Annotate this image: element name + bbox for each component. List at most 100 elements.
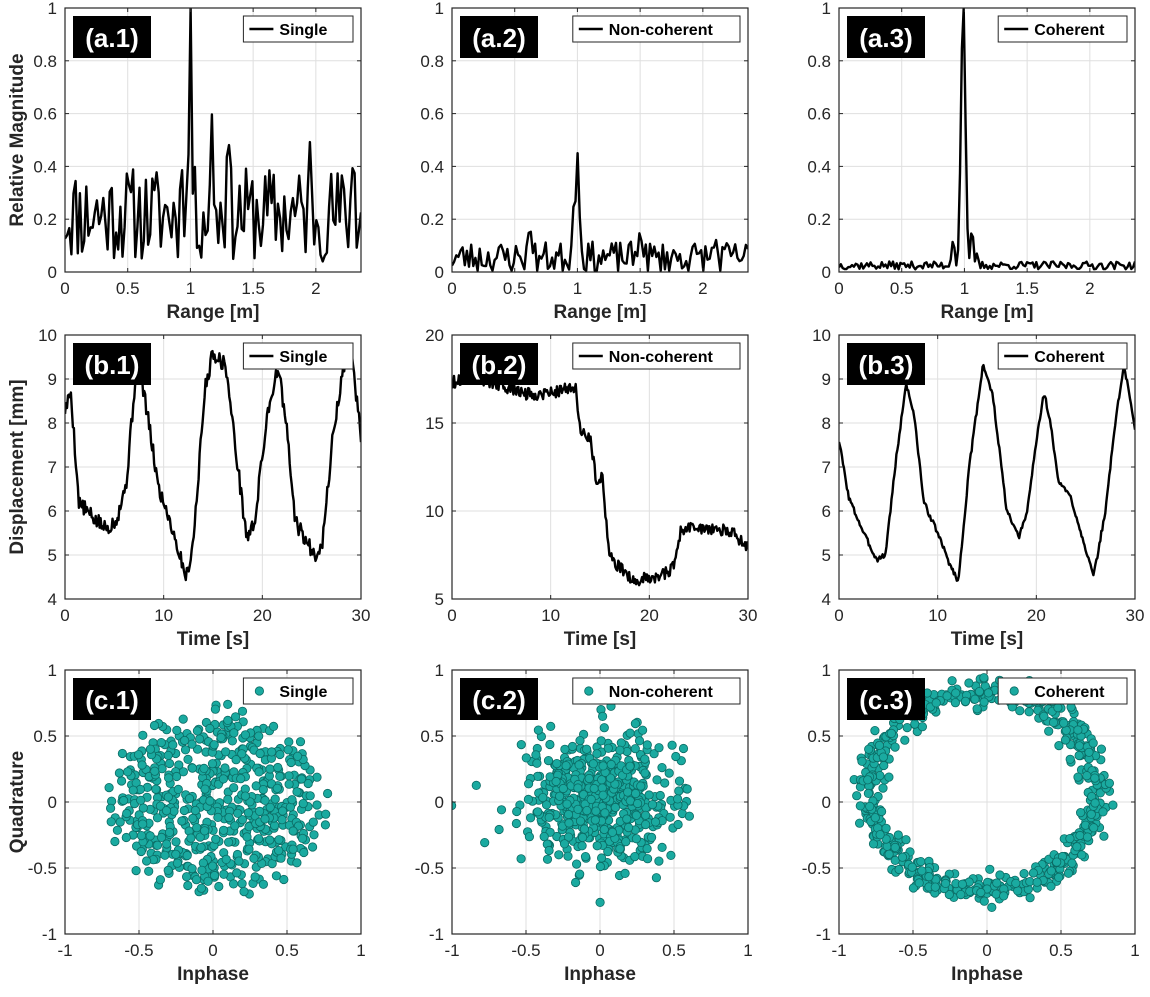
y-tick-label: 8 — [48, 414, 57, 433]
scatter-point — [1095, 788, 1105, 798]
scatter-point — [168, 740, 178, 750]
scatter-point — [893, 830, 903, 840]
x-tick-label: 20 — [253, 606, 272, 625]
scatter-point — [452, 801, 457, 811]
x-tick-label: 2 — [311, 279, 320, 298]
scatter-point — [521, 753, 531, 763]
scatter-point — [233, 808, 243, 818]
chart-a2: 0 0.5 1 1.5 2 0 0.2 0.4 0.6 0.8 1 Range [m] (a.2) Non… — [420, 0, 749, 323]
scatter-point — [992, 878, 1002, 888]
scatter-point — [228, 879, 239, 889]
x-tick-label: 1.5 — [1015, 279, 1039, 298]
panel-tag: (b.1) — [73, 343, 151, 385]
series-line — [452, 152, 748, 272]
legend-box — [997, 342, 1128, 370]
scatter-point — [563, 809, 574, 820]
scatter-point — [1052, 857, 1062, 867]
scatter-point — [205, 723, 215, 734]
scatter-point — [186, 833, 196, 843]
axes-frame — [838, 7, 1136, 273]
scatter-point — [240, 730, 250, 740]
scatter-point — [544, 812, 554, 823]
series-line — [839, 363, 1135, 582]
scatter-point — [660, 778, 670, 788]
scatter-point — [864, 744, 874, 754]
legend-label: Coherent — [1034, 22, 1105, 39]
scatter-point — [640, 810, 651, 820]
legend-box — [997, 15, 1128, 43]
legend-box — [997, 677, 1128, 705]
panel-tag-label: (c.2) — [472, 685, 525, 715]
scatter-point — [173, 784, 183, 795]
scatter-point — [1108, 800, 1118, 810]
scatter-point — [239, 886, 249, 897]
scatter-point — [546, 721, 556, 732]
panel-tag: (c.2) — [460, 678, 538, 720]
scatter-point — [221, 747, 231, 757]
scatter-point — [1104, 778, 1115, 788]
scatter-point — [199, 763, 209, 774]
y-tick-label: 0.8 — [807, 52, 831, 71]
scatter-point — [182, 872, 192, 882]
scatter-point — [595, 861, 606, 872]
scatter-point — [1059, 718, 1069, 728]
scatter-point — [321, 809, 331, 819]
scatter-point — [192, 726, 202, 736]
scatter-point — [205, 796, 215, 806]
scatter-point — [640, 768, 650, 778]
scatter-point — [631, 810, 642, 820]
scatter-point — [295, 737, 306, 747]
scatter-point — [229, 728, 239, 738]
legend-label: Non-coherent — [609, 684, 714, 701]
scatter-point — [606, 759, 616, 770]
scatter-point — [637, 725, 648, 735]
scatter-point — [1074, 750, 1084, 761]
scatter-point — [297, 833, 308, 844]
scatter-point — [874, 740, 885, 751]
x-tick-label: 10 — [541, 606, 560, 625]
panel-tag: (b.2) — [460, 343, 538, 385]
scatter-point — [231, 755, 241, 765]
x-tick-label: 0 — [208, 941, 217, 960]
scatter-point — [574, 760, 584, 770]
x-axis-label: Inphase — [177, 964, 249, 985]
scatter-point — [947, 676, 957, 686]
scatter-point — [299, 847, 309, 858]
scatter-point — [598, 761, 608, 771]
x-tick-label: 1 — [1130, 941, 1139, 960]
scatter-point — [258, 879, 268, 889]
scatter-point — [964, 678, 974, 688]
scatter-point — [640, 754, 650, 764]
scatter-point — [930, 882, 940, 892]
scatter-point — [563, 832, 574, 842]
scatter-point — [917, 722, 928, 732]
axes-frame — [451, 7, 749, 273]
scatter-point — [607, 827, 618, 837]
y-tick-label: 0 — [822, 793, 831, 812]
scatter-point — [214, 881, 224, 892]
scatter-point — [900, 735, 910, 745]
scatter-point — [575, 869, 585, 879]
scatter-point — [863, 775, 873, 785]
scatter-point — [625, 728, 635, 738]
scatter-point — [589, 783, 599, 794]
scatter-point — [254, 767, 264, 777]
scatter-point — [620, 868, 630, 879]
scatter-point — [131, 865, 141, 876]
scatter-point — [243, 808, 253, 818]
x-tick-label: 1.5 — [628, 279, 652, 298]
scatter-point — [590, 815, 600, 825]
scatter-point — [223, 699, 233, 710]
x-axis-label: Time [s] — [177, 629, 250, 650]
scatter-point — [119, 795, 129, 806]
scatter-point — [573, 804, 583, 814]
panel-tag-bg — [73, 343, 151, 385]
scatter-point — [881, 823, 891, 833]
scatter-point — [223, 715, 233, 726]
scatter-point — [640, 819, 651, 830]
scatter-point — [603, 743, 613, 753]
scatter-point — [1072, 842, 1082, 852]
scatter-point — [599, 824, 609, 835]
scatter-point — [987, 902, 997, 913]
panel-tag-bg — [847, 343, 925, 385]
